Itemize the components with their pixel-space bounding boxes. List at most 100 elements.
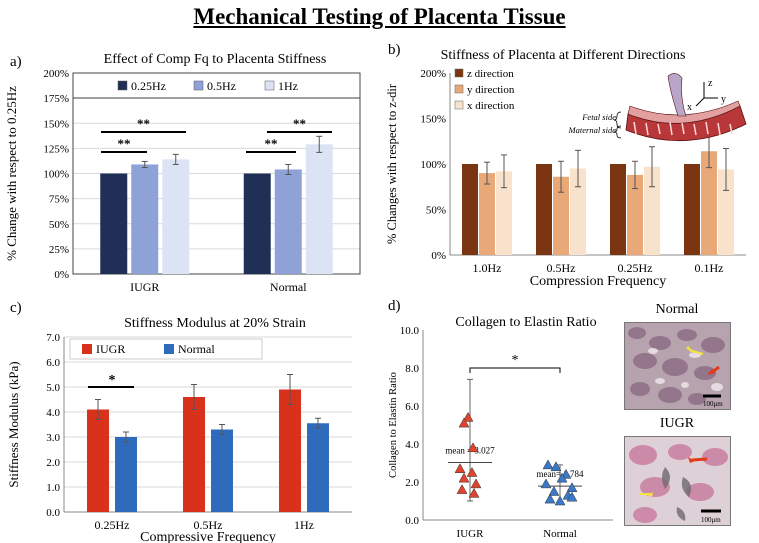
significance-marker: ** — [265, 136, 278, 151]
y-tick-label: 0% — [431, 250, 446, 262]
y-tick-label: 50% — [426, 205, 446, 217]
y-tick-label: 25% — [49, 244, 69, 256]
axis-x-arrow — [696, 98, 704, 106]
x-tick-label: 0.25Hz — [95, 518, 130, 532]
bar — [275, 169, 302, 274]
data-point — [467, 468, 477, 477]
y-tick-label: 100% — [43, 169, 69, 181]
bar — [306, 144, 333, 274]
placenta-diagram — [626, 73, 746, 140]
y-tick-label: 4.0 — [405, 439, 419, 451]
legend-label: 1Hz — [278, 79, 298, 93]
bar — [307, 423, 329, 512]
legend-label: y direction — [467, 84, 515, 96]
y-tick-label: 200% — [420, 68, 446, 80]
bar — [684, 164, 700, 255]
data-point — [459, 473, 469, 482]
micrograph-iugr-image: 100μm — [625, 437, 730, 525]
y-tick-label: 4.0 — [46, 407, 60, 419]
micrograph-normal-label: Normal — [624, 302, 730, 318]
panel-label: b) — [388, 42, 401, 58]
chart-title: Stiffness of Placenta at Different Direc… — [441, 48, 686, 63]
diagram-label-maternal: Maternal side — [568, 125, 617, 135]
y-tick-label: 175% — [43, 93, 69, 105]
legend-label: IUGR — [96, 342, 125, 356]
bar — [479, 173, 495, 255]
y-tick-label: 5.0 — [46, 382, 60, 394]
y-tick-label: 1.0 — [46, 482, 60, 494]
data-point — [567, 483, 577, 492]
significance-marker: * — [512, 353, 519, 368]
chart-title: Collagen to Elastin Ratio — [455, 315, 596, 330]
bar — [462, 164, 478, 255]
bar — [536, 164, 552, 255]
legend-label: 0.5Hz — [207, 79, 236, 93]
x-tick-label: 0.5Hz — [547, 261, 576, 275]
y-tick-label: 10.0 — [400, 325, 420, 337]
y-tick-label: 2.0 — [405, 477, 419, 489]
legend-label: Normal — [178, 342, 215, 356]
x-tick-label: Normal — [270, 280, 307, 294]
y-tick-label: 0.0 — [405, 515, 419, 527]
y-tick-label: 7.0 — [46, 332, 60, 344]
x-tick-label: 1.0Hz — [473, 261, 502, 275]
legend-swatch — [265, 81, 274, 90]
y-axis-label: Stiffness Modulus (kPa) — [6, 361, 21, 487]
panel-label: d) — [388, 300, 401, 314]
data-point — [471, 479, 481, 488]
chart-title: Effect of Comp Fq to Placenta Stiffness — [104, 52, 327, 67]
y-axis-label: % Changes with respect to z-dir — [385, 83, 399, 244]
y-tick-label: 6.0 — [405, 401, 419, 413]
y-tick-label: 8.0 — [405, 363, 419, 375]
legend-swatch — [164, 344, 174, 354]
x-tick-label: IUGR — [130, 280, 159, 294]
y-tick-label: 150% — [43, 118, 69, 130]
x-tick-label: Normal — [543, 528, 577, 540]
legend-swatch — [118, 81, 127, 90]
y-tick-label: 0% — [54, 269, 69, 281]
x-tick-label: 0.1Hz — [695, 261, 724, 275]
legend-label: z direction — [467, 68, 514, 80]
diagram-label-fetal: Fetal side — [581, 112, 616, 122]
significance-marker: * — [109, 373, 116, 388]
x-tick-label: IUGR — [457, 528, 485, 540]
legend-swatch — [455, 69, 463, 77]
chart-title: Stiffness Modulus at 20% Strain — [124, 316, 306, 331]
bar — [115, 437, 137, 512]
y-tick-label: 6.0 — [46, 357, 60, 369]
significance-marker: ** — [293, 116, 306, 131]
y-tick-label: 100% — [420, 159, 446, 171]
y-tick-label: 150% — [420, 114, 446, 126]
umbilical-cord — [668, 73, 686, 116]
bar — [100, 174, 127, 275]
bar — [131, 164, 158, 274]
legend-label: 0.25Hz — [131, 79, 166, 93]
x-tick-label: 1Hz — [294, 518, 314, 532]
y-tick-label: 125% — [43, 143, 69, 155]
y-tick-label: 50% — [49, 219, 69, 231]
legend-swatch — [194, 81, 203, 90]
x-axis-label: Compression Frequency — [530, 274, 666, 289]
axis-z-label: z — [708, 78, 713, 89]
bar — [162, 159, 189, 274]
bar — [183, 397, 205, 512]
significance-bracket — [470, 368, 560, 373]
bar — [279, 390, 301, 513]
y-tick-label: 3.0 — [46, 432, 60, 444]
micrograph-normal: 100μm — [624, 322, 731, 410]
x-tick-label: 0.25Hz — [618, 261, 653, 275]
bar — [610, 164, 626, 255]
y-tick-label: 0.0 — [46, 507, 60, 519]
data-point — [541, 479, 551, 488]
bar — [87, 410, 109, 513]
chart-a: a) Effect of Comp Fq to Placenta Stiffnes… — [0, 42, 370, 297]
panel-label: a) — [10, 54, 22, 70]
micrograph-iugr: 100μm — [624, 436, 731, 526]
y-axis-label: Collagen to Elastin Ratio — [388, 372, 399, 478]
legend-label: x direction — [467, 100, 515, 112]
chart-b: b) Stiffness of Placenta at Different Dir… — [378, 42, 756, 297]
chart-c: c) Stiffness Modulus at 20% Strain 0.0 1.0 2… — [0, 300, 370, 543]
legend-swatch — [455, 101, 463, 109]
micrograph-iugr-label: IUGR — [624, 416, 730, 432]
chart-d: d) Collagen to Elastin Ratio 0.0 2.0 4.0 6.0 8… — [378, 300, 614, 543]
